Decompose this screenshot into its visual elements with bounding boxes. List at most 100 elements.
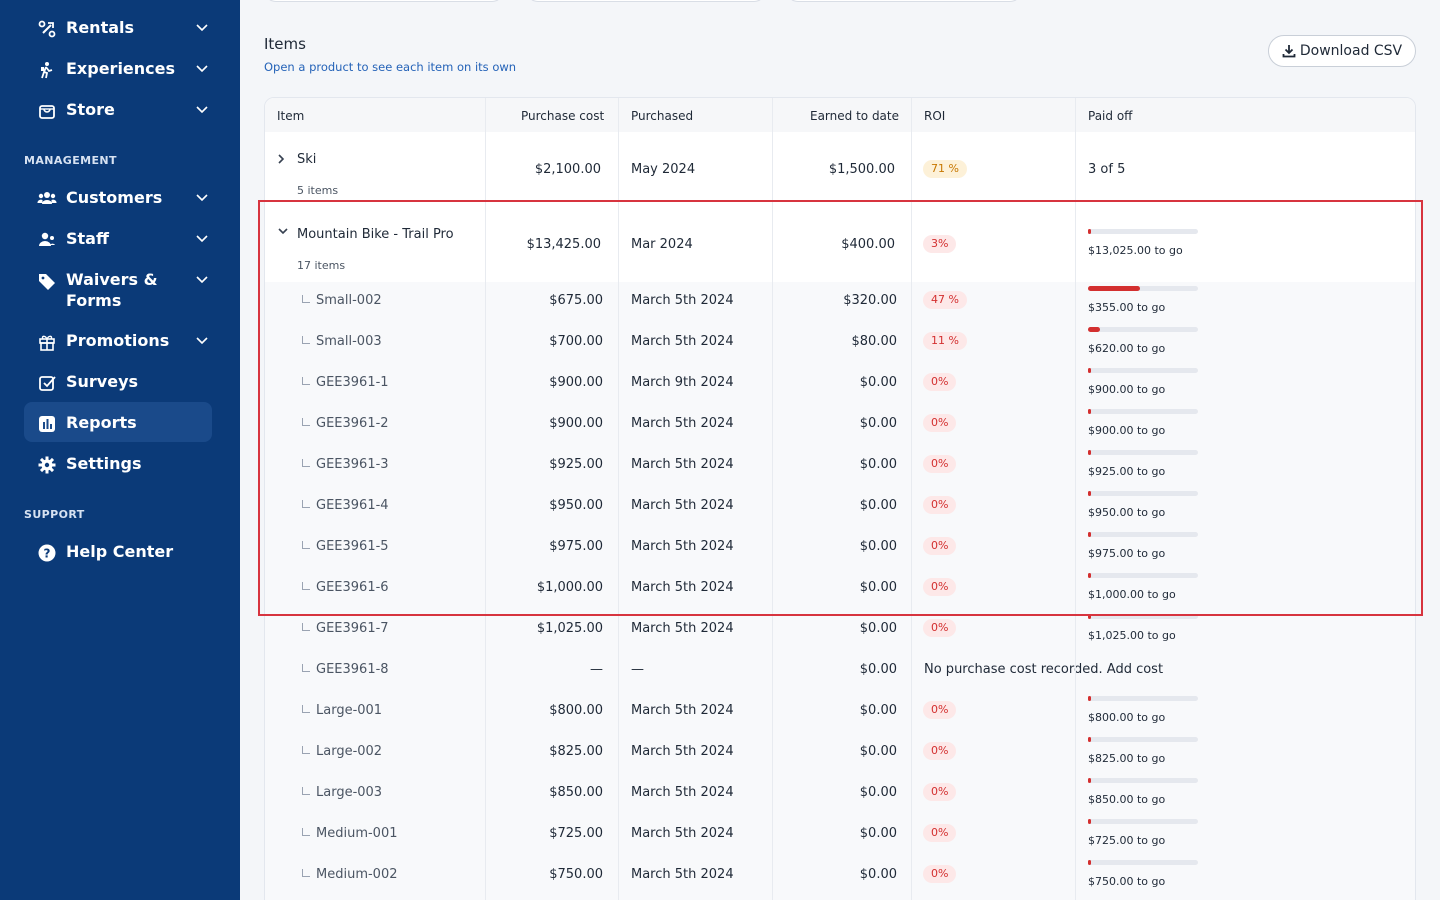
table-row[interactable]: Medium-001 $725.00 March 5th 2024 $0.00 0% $7… [265,815,1415,856]
chevron-down-icon [196,24,208,32]
no-cost-note: No purchase cost recorded. Add cost [924,662,1164,677]
table-row[interactable]: GEE3961-6 $1,000.00 March 5th 2024 $0.00 0% $… [265,569,1415,610]
summary-card [526,0,766,2]
nav-settings[interactable]: Settings [24,453,212,476]
table-row[interactable]: GEE3961-4 $950.00 March 5th 2024 $0.00 0% $95… [265,487,1415,528]
table-row[interactable]: GEE3961-1 $900.00 March 9th 2024 $0.00 0% $90… [265,364,1415,405]
staff-icon [36,229,58,251]
table-row[interactable]: Large-002 $825.00 March 5th 2024 $0.00 0% $82… [265,733,1415,774]
summary-card [786,0,1022,2]
table-row-ski[interactable]: Ski 5 items $2,100.00 May 2024 $1,500.00… [265,132,1415,202]
nav-surveys[interactable]: Surveys [24,371,212,394]
nav-experiences[interactable]: Experiences [24,58,212,81]
table-header: Item Purchase cost Purchased Earned to d… [265,98,1415,132]
table-row[interactable]: Large-001 $800.00 March 5th 2024 $0.00 0% $80… [265,692,1415,733]
earned-to-date: $0.00 [859,457,897,472]
table-row[interactable]: Medium-002 $750.00 March 5th 2024 $0.00 0% $7… [265,856,1415,897]
table-row[interactable]: GEE3961-7 $1,025.00 March 5th 2024 $0.00 0% $… [265,610,1415,651]
purchase-cost: $850.00 [549,785,603,800]
nav-promotions[interactable]: Promotions [24,330,212,353]
table-row[interactable]: GEE3961-3 $925.00 March 5th 2024 $0.00 0% $92… [265,446,1415,487]
checkbox-icon [36,372,58,394]
chevron-down-icon[interactable] [277,225,289,237]
column-divider [911,98,912,900]
table-row[interactable]: Large-003 $850.00 March 5th 2024 $0.00 0% $85… [265,774,1415,815]
paid-off-progress [1088,450,1198,455]
paid-off-progress [1088,532,1198,537]
help-icon: ? [36,542,58,564]
table-row[interactable]: GEE3961-2 $900.00 March 5th 2024 $0.00 0% $90… [265,405,1415,446]
item-name: GEE3961-4 [316,498,389,513]
purchased-date: March 5th 2024 [631,293,734,308]
hiker-icon [36,59,58,81]
earned-to-date: $0.00 [859,621,897,636]
table-row[interactable]: Small-003 $700.00 March 5th 2024 $80.00 11 %… [265,323,1415,364]
paid-off-progress [1088,573,1198,578]
purchased-date: — [631,662,644,677]
remaining-to-go: $725.00 to go [1088,834,1166,847]
nav-label: Customers [66,188,163,207]
remaining-to-go: $750.00 to go [1088,875,1166,888]
earned-to-date: $0.00 [859,826,897,841]
remaining-to-go: $900.00 to go [1088,424,1166,437]
tag-icon [36,270,58,292]
roi-badge: 0% [923,578,957,596]
remaining-to-go: $900.00 to go [1088,383,1166,396]
item-name: Ski [297,152,317,167]
table-row-mountain-bike[interactable]: Mountain Bike - Trail Pro 17 items $13,4… [265,202,1415,282]
roi-badge: 11 % [923,332,967,350]
nav-staff[interactable]: Staff [24,228,212,251]
add-cost-link[interactable]: Add cost [1106,662,1164,677]
item-name: GEE3961-1 [316,375,389,390]
users-icon [36,188,58,210]
nav-help-center[interactable]: ? Help Center [24,541,212,564]
nav-label: Experiences [66,59,176,78]
tree-connector [302,459,310,467]
nav-rentals[interactable]: Rentals [24,17,212,40]
paid-off-progress [1088,409,1198,414]
earned-to-date: $0.00 [859,539,897,554]
remaining-to-go: $850.00 to go [1088,793,1166,806]
tree-connector [302,869,310,877]
col-earned-to-date: Earned to date [810,109,899,123]
table-row[interactable]: GEE3961-8 — — $0.00 No purchase cost recorde… [265,651,1415,692]
item-name: GEE3961-5 [316,539,389,554]
table-row[interactable]: GEE3961-5 $975.00 March 5th 2024 $0.00 0% $97… [265,528,1415,569]
nav-label: Staff [66,229,109,248]
earned-to-date: $0.00 [859,703,897,718]
nav-reports[interactable]: Reports [24,402,212,442]
nav-label: Waivers & Forms [66,270,158,310]
nav-customers[interactable]: Customers [24,187,212,210]
purchased-date: Mar 2024 [631,237,693,252]
chevron-down-icon [196,194,208,202]
item-count: 5 items [297,184,339,197]
tree-connector [302,623,310,631]
purchase-cost: — [590,662,603,677]
chevron-right-icon[interactable] [275,153,287,165]
nav-label: Promotions [66,331,170,350]
remaining-to-go: $975.00 to go [1088,547,1166,560]
purchased-date: March 5th 2024 [631,539,734,554]
item-name: Small-002 [316,293,382,308]
paid-off-count: 3 of 5 [1088,162,1126,177]
nav-waivers-forms[interactable]: Waivers & Forms [24,269,212,313]
table-row[interactable] [265,897,1415,900]
col-purchased: Purchased [631,109,694,123]
tree-connector [302,377,310,385]
chevron-down-icon [196,106,208,114]
purchase-cost: $1,025.00 [536,621,603,636]
paid-off-progress [1088,327,1198,332]
roi-badge: 3% [923,235,957,253]
chevron-down-icon [196,337,208,345]
earned-to-date: $0.00 [859,375,897,390]
download-csv-button[interactable]: Download CSV [1268,35,1416,67]
purchased-date: March 5th 2024 [631,621,734,636]
table-row[interactable]: Small-002 $675.00 March 5th 2024 $320.00 47 … [265,282,1415,323]
roi-badge: 0% [923,824,957,842]
item-name: Large-003 [316,785,383,800]
nav-store[interactable]: Store [24,99,212,122]
paid-off-progress [1088,368,1198,373]
remaining-to-go: $950.00 to go [1088,506,1166,519]
purchase-cost: $975.00 [549,539,603,554]
tree-connector [302,582,310,590]
